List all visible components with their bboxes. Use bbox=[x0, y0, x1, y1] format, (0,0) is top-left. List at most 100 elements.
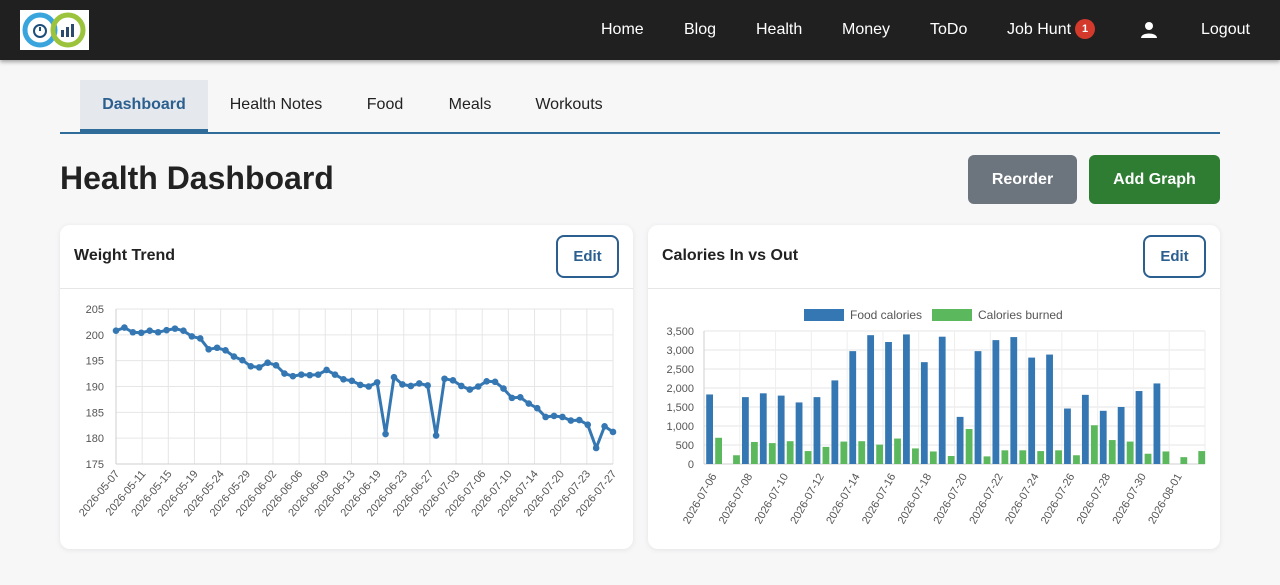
data-point bbox=[281, 370, 288, 377]
data-point bbox=[196, 335, 204, 342]
burned-bar bbox=[1198, 451, 1206, 464]
tab-health-notes[interactable]: Health Notes bbox=[229, 96, 323, 113]
x-tick-label: 2026-08-01 bbox=[1146, 472, 1185, 527]
burned-bar bbox=[1162, 451, 1170, 464]
food-bar bbox=[831, 380, 839, 464]
reorder-button[interactable]: Reorder bbox=[968, 155, 1077, 204]
data-point bbox=[255, 364, 263, 371]
nav-health[interactable]: Health bbox=[756, 21, 803, 38]
data-point bbox=[146, 327, 153, 334]
data-point bbox=[340, 375, 347, 383]
burned-bar bbox=[1090, 425, 1098, 464]
data-point bbox=[289, 372, 297, 380]
nav-home[interactable]: Home bbox=[601, 21, 644, 38]
burned-bar bbox=[1019, 450, 1027, 464]
tab-workouts[interactable]: Workouts bbox=[535, 96, 603, 113]
weight-trend-card: Weight Trend Edit 175 180 185 190 195 200 205 2… bbox=[60, 225, 633, 549]
y-tick-label: 190 bbox=[86, 382, 104, 394]
legend-swatch bbox=[932, 309, 972, 321]
data-point bbox=[272, 362, 280, 369]
logo[interactable] bbox=[20, 10, 89, 50]
data-point bbox=[314, 371, 322, 378]
tab-meals[interactable]: Meals bbox=[448, 96, 492, 113]
data-point bbox=[415, 380, 423, 387]
burned-bar bbox=[1108, 440, 1116, 464]
data-point bbox=[517, 394, 524, 401]
data-point bbox=[112, 327, 120, 334]
data-point bbox=[154, 328, 162, 336]
food-bar bbox=[920, 362, 928, 464]
burned-bar bbox=[733, 455, 740, 464]
weight-trend-chart: 1751801851901952002052026-05-072026-05-1… bbox=[77, 304, 619, 519]
data-point bbox=[576, 416, 583, 424]
data-point bbox=[323, 366, 330, 374]
user-icon[interactable] bbox=[1140, 21, 1158, 39]
data-point bbox=[230, 353, 238, 360]
card-header: Calories In vs Out Edit bbox=[648, 225, 1220, 289]
food-bar bbox=[1135, 391, 1143, 464]
data-point bbox=[542, 413, 549, 421]
tab-food[interactable]: Food bbox=[366, 96, 404, 113]
data-point bbox=[441, 375, 448, 383]
page-title: Health Dashboard bbox=[60, 160, 334, 196]
nav-job-hunt[interactable]: Job Hunt 1 bbox=[1007, 0, 1096, 60]
food-bar bbox=[1064, 408, 1071, 464]
tab-bar: Dashboard Health Notes Food Meals Workou… bbox=[60, 80, 1220, 134]
data-point bbox=[390, 373, 398, 381]
burned-bar bbox=[840, 441, 848, 464]
food-bar bbox=[938, 336, 946, 464]
food-bar bbox=[759, 393, 767, 464]
y-tick-label: 0 bbox=[688, 459, 694, 471]
nav-logout[interactable]: Logout bbox=[1201, 21, 1250, 38]
data-point bbox=[222, 347, 229, 354]
x-tick-label: 2026-07-16 bbox=[860, 472, 899, 527]
y-tick-label: 180 bbox=[86, 433, 104, 445]
card-title: Calories In vs Out bbox=[662, 247, 799, 264]
tab-dashboard[interactable]: Dashboard bbox=[80, 80, 208, 132]
food-bar bbox=[1153, 383, 1161, 464]
data-point bbox=[348, 377, 356, 385]
burned-bar bbox=[894, 438, 901, 464]
data-point bbox=[432, 432, 440, 439]
data-point bbox=[356, 381, 364, 389]
burned-bar bbox=[858, 441, 866, 464]
food-bar bbox=[867, 335, 875, 464]
data-point bbox=[129, 328, 137, 336]
food-bar bbox=[795, 402, 803, 464]
data-point bbox=[424, 382, 431, 389]
food-bar bbox=[1010, 337, 1018, 464]
x-tick-label: 2026-07-12 bbox=[788, 472, 827, 527]
food-bar bbox=[956, 416, 964, 464]
burned-bar bbox=[965, 429, 973, 464]
add-graph-button[interactable]: Add Graph bbox=[1089, 155, 1220, 204]
data-point bbox=[458, 382, 465, 390]
burned-bar bbox=[983, 456, 991, 464]
food-bar bbox=[1046, 354, 1053, 464]
weight-line bbox=[114, 326, 615, 450]
data-point bbox=[205, 346, 212, 353]
nav-job-hunt-label: Job Hunt bbox=[1007, 21, 1072, 38]
calories-chart: Food calories Calories burned 0 500 1,000 1,5… bbox=[666, 308, 1206, 527]
edit-calories-button[interactable]: Edit bbox=[1143, 235, 1206, 278]
edit-weight-button[interactable]: Edit bbox=[556, 235, 619, 278]
burned-bar bbox=[1001, 450, 1009, 464]
y-tick-label: 3,000 bbox=[666, 345, 694, 357]
x-tick-label: 2026-07-28 bbox=[1075, 472, 1114, 527]
data-point bbox=[264, 359, 271, 367]
food-bar bbox=[903, 334, 910, 464]
data-point bbox=[466, 386, 474, 393]
x-tick-label: 2026-07-20 bbox=[932, 472, 971, 527]
food-bar bbox=[1081, 394, 1089, 464]
data-point bbox=[592, 444, 600, 452]
nav-blog[interactable]: Blog bbox=[684, 21, 717, 38]
data-point bbox=[121, 324, 128, 331]
y-tick-label: 2,000 bbox=[666, 383, 694, 395]
nav-todo[interactable]: ToDo bbox=[930, 21, 968, 38]
burned-bar bbox=[715, 437, 722, 464]
x-tick-label: 2026-07-14 bbox=[824, 472, 863, 527]
card-header: Weight Trend Edit bbox=[60, 225, 633, 289]
nav-money[interactable]: Money bbox=[842, 21, 891, 38]
burned-bar bbox=[1037, 451, 1045, 464]
y-tick-label: 1,000 bbox=[666, 421, 694, 433]
y-tick-label: 175 bbox=[86, 459, 104, 471]
